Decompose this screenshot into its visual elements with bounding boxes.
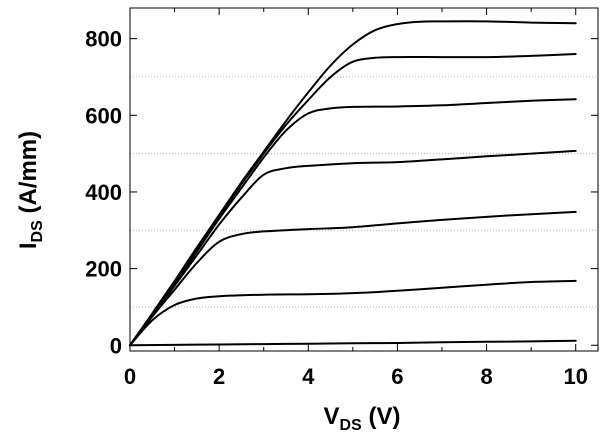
x-tick-label-6: 6	[391, 364, 403, 389]
series-line-2	[129, 279, 577, 347]
x-tick-label-0: 0	[124, 364, 136, 389]
y-tick-label-0: 0	[110, 333, 122, 358]
y-axis-label: IDS (A/mm)	[15, 131, 46, 249]
y-axis-label-unit: (A/mm)	[15, 131, 42, 220]
x-axis-label-sub: DS	[340, 417, 363, 434]
x-tick-label-8: 8	[480, 364, 492, 389]
series-layer	[129, 20, 577, 347]
grid-layer	[130, 76, 598, 308]
y-tick-label-400: 400	[85, 180, 122, 205]
plot-frame	[129, 7, 599, 352]
x-tick-label-2: 2	[213, 364, 225, 389]
y-tick-label-600: 600	[85, 103, 122, 128]
y-axis-label-main: I	[15, 242, 42, 249]
y-tick-label-800: 800	[85, 27, 122, 52]
axes-layer	[129, 7, 599, 352]
labels-layer: 0 2 4 6 8 10 0 200 400 600 800	[85, 27, 588, 389]
x-axis-label-main: V	[324, 403, 340, 430]
x-axis-label-unit: (V)	[362, 403, 401, 430]
series-line-4	[129, 149, 577, 347]
x-tick-label-4: 4	[302, 364, 315, 389]
series-line-1	[129, 339, 577, 347]
series-line-6	[129, 53, 577, 347]
y-axis-label-sub: DS	[29, 220, 46, 243]
x-tick-label-10: 10	[563, 364, 587, 389]
series-line-5	[129, 98, 577, 347]
series-line-7	[129, 20, 577, 347]
series-line-3	[129, 210, 577, 347]
x-axis-label: VDS (V)	[324, 403, 401, 434]
y-tick-label-200: 200	[85, 257, 122, 282]
